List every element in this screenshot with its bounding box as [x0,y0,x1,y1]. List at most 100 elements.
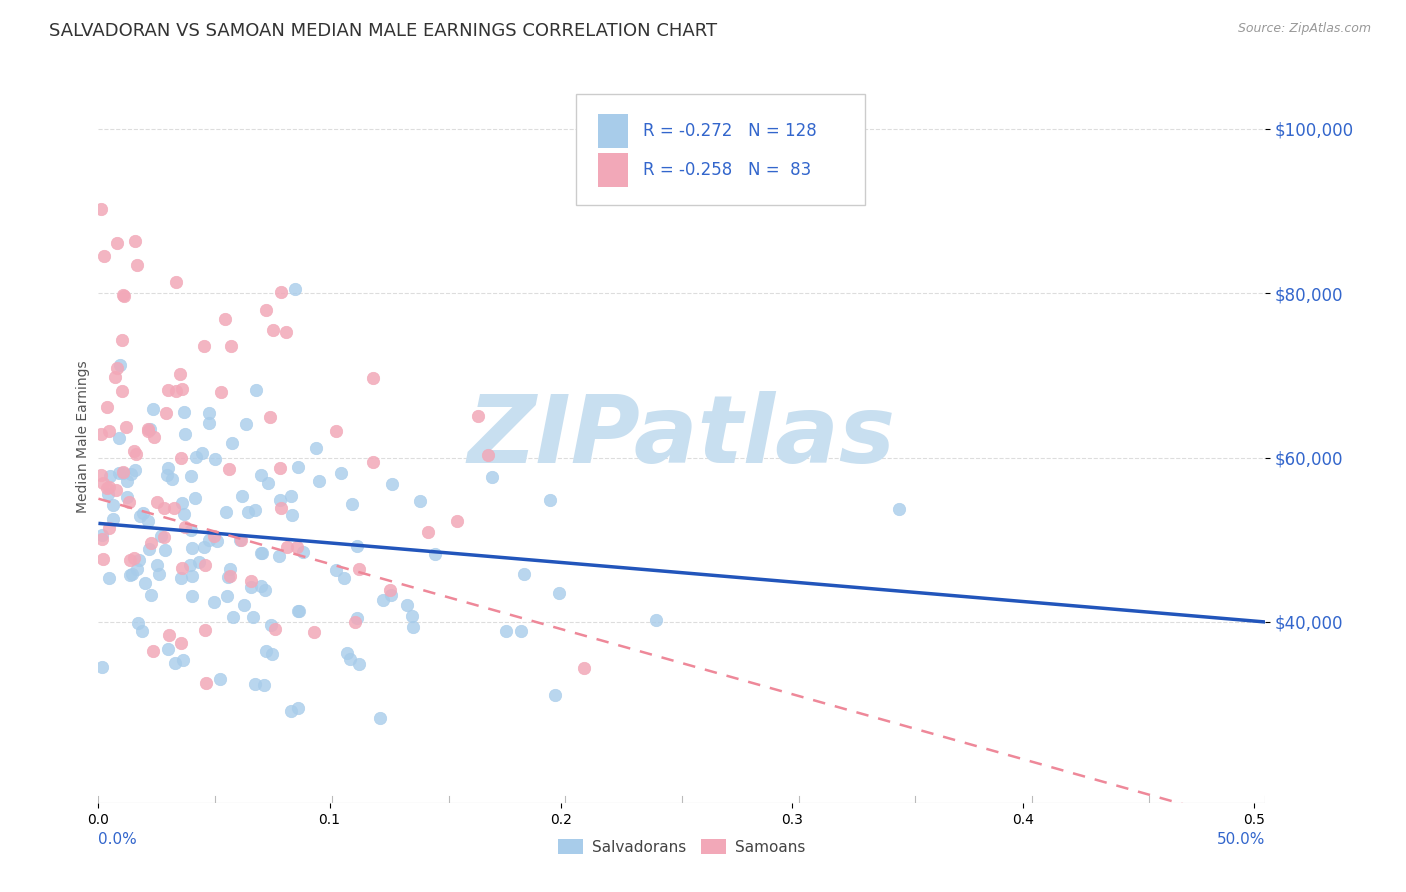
Point [124,462,146,476]
Point [416,524,439,539]
Point [108,431,131,445]
Point [240,580,263,594]
Point [280,489,302,503]
Point [163,500,186,515]
Text: SALVADORAN VS SAMOAN MEDIAN MALE EARNINGS CORRELATION CHART: SALVADORAN VS SAMOAN MEDIAN MALE EARNING… [49,22,717,40]
Point [111,384,134,399]
Point [305,441,328,455]
Y-axis label: Median Male Earnings: Median Male Earnings [76,360,90,514]
Point [339,651,361,665]
Point [139,588,162,602]
Point [157,628,180,642]
Point [204,529,226,543]
Point [152,530,174,544]
Point [238,505,260,519]
Point [97,521,120,535]
Point [467,409,489,423]
Point [108,466,131,480]
Point [98,480,121,494]
Point [368,711,391,725]
Point [378,583,401,598]
Point [330,467,353,481]
Point [217,570,239,584]
Point [215,505,238,519]
Point [284,282,307,296]
Point [112,467,135,481]
Point [363,371,385,385]
Point [136,424,159,438]
Point [165,275,187,289]
Point [173,507,195,521]
Point [93,249,115,263]
Point [280,704,302,718]
Point [538,493,561,508]
Point [198,406,221,420]
Point [170,496,193,510]
Point [346,539,368,553]
Point [243,503,266,517]
Point [121,567,143,582]
Point [572,660,595,674]
Point [340,497,363,511]
Point [104,369,127,384]
Point [477,449,499,463]
Point [93,475,115,490]
Point [90,426,112,441]
Point [347,562,370,576]
Point [160,472,183,486]
Point [156,468,179,483]
Point [395,598,418,612]
Point [96,481,118,495]
Point [253,678,276,692]
Point [381,477,404,491]
Point [231,533,253,547]
Point [401,608,423,623]
Point [285,540,308,554]
Point [325,425,347,439]
Point [90,468,112,483]
Point [347,657,370,671]
Point [150,529,173,543]
Point [90,202,112,216]
Point [101,498,124,512]
Point [134,575,156,590]
Point [128,553,150,567]
Point [228,533,250,547]
Point [155,406,177,420]
Point [98,469,121,483]
Point [180,469,202,483]
Point [222,609,245,624]
Text: 0.0%: 0.0% [98,831,138,847]
Point [156,642,179,657]
Point [112,465,135,479]
Point [136,514,159,528]
Point [108,358,131,372]
Point [179,558,201,573]
Point [402,619,425,633]
Point [186,450,208,464]
Point [645,613,668,627]
Point [170,382,193,396]
Point [165,384,187,398]
Point [180,523,202,537]
Point [373,592,395,607]
Point [423,547,446,561]
Point [325,563,347,577]
Point [146,494,169,508]
Text: R = -0.258   N =  83: R = -0.258 N = 83 [643,161,811,179]
Point [127,258,149,272]
Point [204,452,226,467]
Point [548,585,571,599]
Point [125,447,148,461]
Point [115,490,138,504]
Point [363,455,385,469]
Point [115,474,138,488]
Point [274,326,297,340]
Point [153,500,176,515]
Point [257,475,280,490]
Point [90,532,112,546]
Point [240,574,263,588]
Point [287,604,309,618]
Point [112,287,135,301]
Point [267,549,290,563]
